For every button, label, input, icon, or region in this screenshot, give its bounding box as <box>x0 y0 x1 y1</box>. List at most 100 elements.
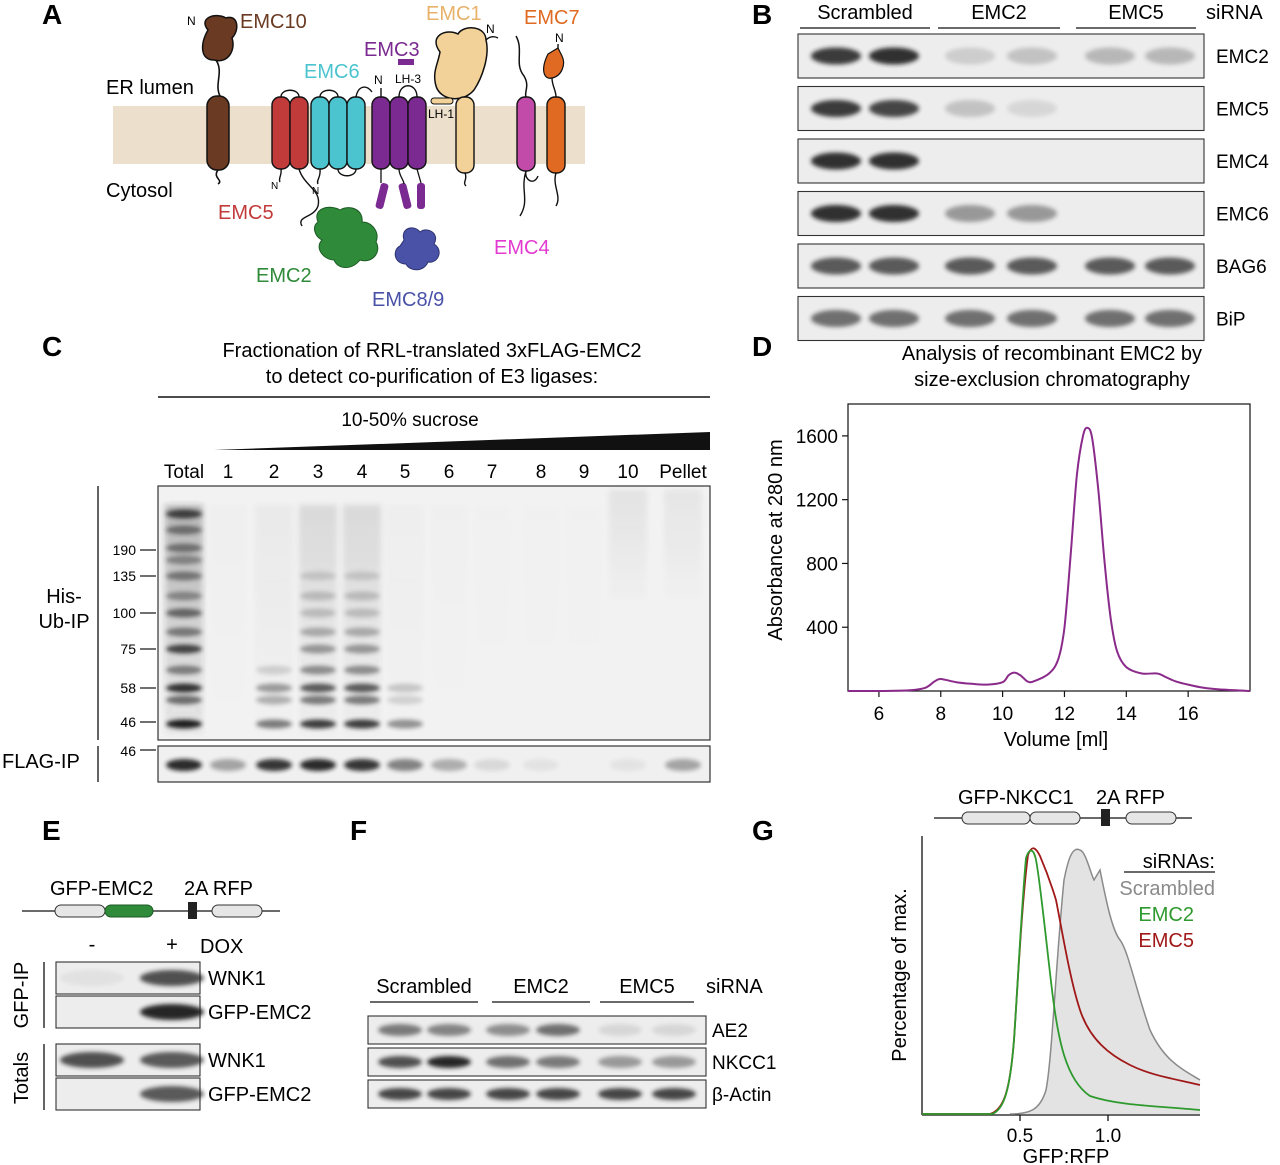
blot-f-band <box>378 1088 422 1100</box>
chart-y-tick-label: 800 <box>806 554 838 575</box>
flag-ip-band <box>387 759 423 771</box>
his-ub-ip-band <box>344 591 380 601</box>
chart-series-line <box>847 426 1251 693</box>
emc1-label: EMC1 <box>426 3 482 25</box>
chart-x-tick-label: 8 <box>935 704 946 725</box>
lane-label: 1 <box>223 462 234 483</box>
his-ub-ip-band <box>166 627 202 637</box>
emc1-n-terminus: N <box>486 22 495 36</box>
emc3-cyto-helix-3 <box>417 183 425 209</box>
blot-b-band <box>1007 205 1057 222</box>
emc10-tm-helix <box>206 95 230 171</box>
mw-marker-label: 46 <box>120 714 136 730</box>
his-ub-ip-smear <box>565 505 603 735</box>
construct-e-2a-site <box>188 902 197 919</box>
his-ub-ip-band <box>256 665 292 675</box>
mw-marker-label: 190 <box>113 542 137 558</box>
emc6-helix-1 <box>310 96 330 170</box>
construct-e-emc2-segment <box>104 904 154 918</box>
his-ub-ip-band <box>300 719 336 729</box>
flag-ip-band <box>300 759 336 771</box>
blot-b-band <box>1007 100 1057 117</box>
totals-label: Totals <box>11 1052 33 1104</box>
his-ub-ip-band <box>344 719 380 729</box>
his-ub-ip-band <box>387 719 423 729</box>
dox-label: DOX <box>200 936 243 958</box>
flag-ip-band <box>166 759 202 771</box>
blot-b-strip <box>797 190 1205 237</box>
blot-b-band <box>1145 310 1195 327</box>
mw-marker-label: 135 <box>113 568 137 584</box>
his-ub-ip-band <box>344 683 380 693</box>
emc4-loop <box>525 170 539 182</box>
emc3-cyto-helix-1 <box>375 183 389 209</box>
emc1-tm-helix <box>455 96 475 174</box>
chart-x-tick-label: 14 <box>1116 704 1138 725</box>
flag-ip-band <box>256 759 292 771</box>
emc3-lh3-label: LH-3 <box>395 72 421 86</box>
blot-b-row-label: EMC5 <box>1216 100 1269 121</box>
blot-f-band <box>598 1088 642 1100</box>
emc7-n-terminus: N <box>555 31 564 45</box>
panel-label-a: A <box>42 0 62 30</box>
his-ub-ip-smear <box>473 505 511 735</box>
flag-ip-band <box>610 759 646 771</box>
mw-marker-label: 75 <box>120 641 136 657</box>
lane-label: 4 <box>357 462 368 483</box>
construct-e-2a-label: 2A RFP <box>184 878 253 900</box>
his-ub-ip-band <box>300 571 336 581</box>
his-ub-ip-band <box>387 683 423 693</box>
his-ub-ip-smear <box>209 505 247 735</box>
emc1-lh1-label: LH-1 <box>428 107 454 121</box>
his-ub-ip-band <box>300 695 336 705</box>
blot-f-row-label: β-Actin <box>712 1085 772 1106</box>
emc4-tm-helix <box>516 96 536 172</box>
blot-b-strip <box>797 85 1205 132</box>
lane-label: 2 <box>269 462 280 483</box>
blot-f-condition-label: siRNA <box>706 976 763 998</box>
his-ub-ip-band <box>344 695 380 705</box>
emc10-lumenal-domain <box>201 14 238 62</box>
blot-f-band <box>652 1056 696 1068</box>
lane-label: 10 <box>617 462 638 483</box>
his-ub-ip-smear <box>609 490 647 600</box>
emc8-9-domain <box>394 227 440 271</box>
blot-e-band <box>140 1086 204 1102</box>
his-ub-ip-band <box>300 683 336 693</box>
his-ub-ip-band <box>166 665 202 675</box>
emc10-label: EMC10 <box>240 11 307 33</box>
lane-label: 7 <box>487 462 498 483</box>
his-ub-ip-band <box>166 695 202 705</box>
his-ub-ip-band <box>166 719 202 729</box>
blot-f: AE2 NKCC1 β-Actin Scrambled EMC2 EMC5 siRNA <box>367 976 776 1109</box>
panel-c: C Fractionation of RRL-translated 3xFLAG… <box>2 331 711 783</box>
panel-c-title-line-1: Fractionation of RRL-translated 3xFLAG-E… <box>222 340 641 362</box>
blot-b-group-label: Scrambled <box>817 2 913 24</box>
emc1-n-tail <box>485 35 499 41</box>
construct-g-2a-site <box>1101 809 1110 826</box>
lane-label: 5 <box>400 462 411 483</box>
histogram-y-axis-label: Percentage of max. <box>889 888 911 1061</box>
flag-ip-band <box>344 759 380 771</box>
sucrose-gradient-wedge <box>214 432 710 450</box>
blot-e-band <box>140 970 204 986</box>
histogram-x-tick-label-0-5: 0.5 <box>1007 1126 1033 1147</box>
blot-f-band <box>378 1056 422 1068</box>
blot-f-band <box>486 1024 530 1036</box>
his-ub-ip-band <box>256 719 292 729</box>
blot-b-band <box>869 205 919 222</box>
emc6-n-tail <box>316 168 321 185</box>
emc6-n-terminus: N <box>312 186 319 197</box>
molecular-weight-markers: 190 135 100 75 58 46 <box>113 542 156 730</box>
panel-f: F AE2 NKCC1 β-Actin Scrambled EMC2 EMC5 siRNA <box>350 815 776 1109</box>
flag-ip-band <box>665 759 701 771</box>
his-ub-ip-band <box>256 683 292 693</box>
blot-b-band <box>945 100 995 117</box>
chart-x-axis-label: Volume [ml] <box>1004 729 1108 751</box>
emc7-linker <box>551 44 559 98</box>
construct-g-gfp-label: GFP-NKCC1 <box>958 787 1074 809</box>
flag-ip-band <box>210 759 246 771</box>
emc6-loop-1 <box>319 89 339 98</box>
blot-b-condition-label: siRNA <box>1206 2 1263 24</box>
